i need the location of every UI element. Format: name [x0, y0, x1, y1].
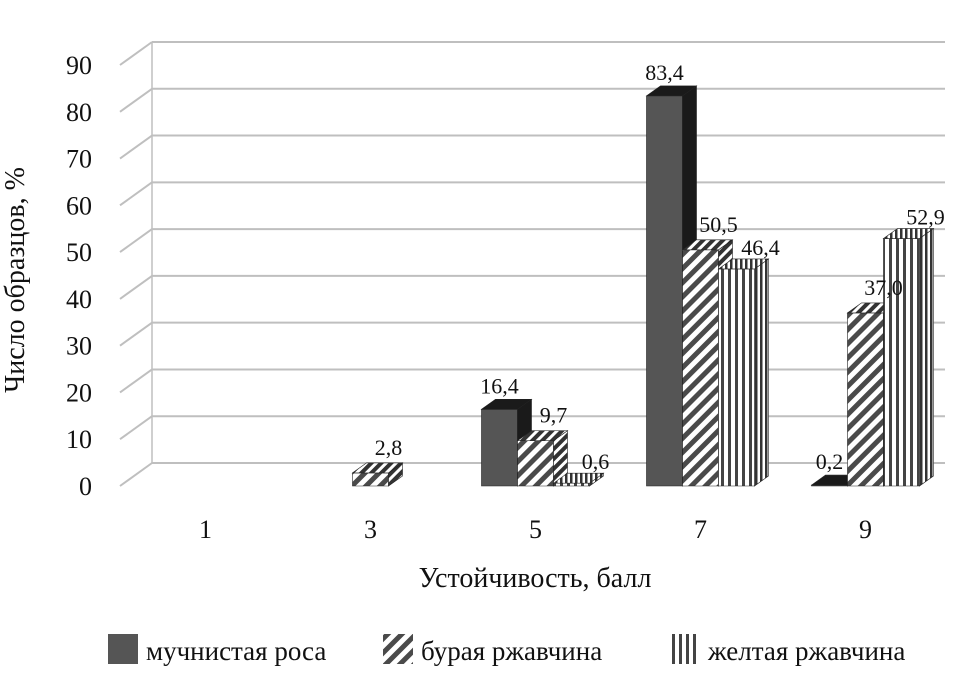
y-tick-label-20: 20 [66, 378, 92, 407]
x-category-label-9: 9 [859, 515, 872, 544]
gridline-0-depth [119, 462, 153, 487]
data-label-бурая-ржавчина-9: 37,0 [864, 275, 903, 300]
x-category-label-1: 1 [199, 515, 212, 544]
data-label-бурая-ржавчина-3: 2,8 [375, 435, 403, 460]
y-tick-label-80: 80 [66, 98, 92, 127]
bar-бурая-ржавчина-5-front [517, 440, 554, 487]
x-axis-categories: 1 3 5 7 9 [199, 515, 872, 544]
y-tick-label-40: 40 [66, 285, 92, 314]
gridline-30-depth [119, 321, 153, 347]
gridline-40-depth [119, 275, 153, 300]
bar-бурая-ржавчина-9-front [847, 312, 884, 487]
bar-желтая-ржавчина-9-top [882, 228, 935, 239]
legend-label-powdery-mildew: мучнистая роса [146, 636, 326, 666]
bar-мучнистая-роса-5-top [480, 398, 533, 410]
y-tick-label-10: 10 [66, 425, 92, 454]
legend-label-brown-rust: бурая ржавчина [421, 636, 602, 666]
x-axis-title: Устойчивость, балл [419, 563, 652, 594]
legend-swatch-brown-rust [383, 634, 413, 664]
bars [351, 85, 935, 487]
bar-мучнистая-роса-5-front [481, 408, 518, 487]
gridline-70-depth [119, 134, 153, 160]
gridline-10-depth [119, 415, 153, 441]
legend-label-yellow-rust: желтая ржавчина [707, 636, 905, 666]
y-tick-label-50: 50 [66, 238, 92, 267]
bar-мучнистая-роса-7-front [646, 95, 683, 487]
data-label-бурая-ржавчина-5: 9,7 [540, 403, 568, 428]
x-category-label-5: 5 [529, 515, 542, 544]
bar-бурая-ржавчина-7-front [682, 249, 719, 487]
bar-желтая-ржавчина-7-front [718, 268, 755, 487]
bar-желтая-ржавчина-5-front [553, 482, 590, 487]
gridline-80-depth [119, 87, 153, 113]
x-category-label-7: 7 [694, 515, 707, 544]
gridlines [119, 41, 945, 487]
bar-бурая-ржавчина-5-top [516, 430, 569, 441]
bar-желтая-ржавчина-9-side [919, 227, 934, 487]
data-label-желтая-ржавчина-5: 0,6 [582, 449, 610, 474]
data-label-мучнистая-роса-5: 16,4 [480, 373, 519, 398]
y-tick-label-30: 30 [66, 332, 92, 361]
legend-swatch-yellow-rust [670, 634, 700, 664]
y-axis-title: Число образцов, % [0, 167, 31, 393]
y-tick-label-60: 60 [66, 191, 92, 220]
data-label-желтая-ржавчина-7: 46,4 [741, 235, 780, 260]
bar-желтая-ржавчина-7-top [717, 258, 770, 270]
y-axis-ticks: 0 10 20 30 40 50 60 70 80 90 [66, 51, 92, 501]
bar-желтая-ржавчина-7-side [754, 258, 769, 487]
gridline-50-depth [119, 228, 153, 253]
bar-бурая-ржавчина-7-top [681, 239, 734, 251]
data-label-мучнистая-роса-7: 83,4 [645, 60, 684, 85]
data-label-желтая-ржавчина-9: 52,9 [906, 205, 945, 230]
x-category-label-3: 3 [364, 515, 377, 544]
bar-желтая-ржавчина-5-top [552, 472, 605, 484]
bar-бурая-ржавчина-3-front [352, 472, 389, 487]
y-tick-label-90: 90 [66, 51, 92, 80]
bar-бурая-ржавчина-3-top [351, 462, 404, 474]
data-labels: 2,8 16,4 9,7 0,6 83,4 50,546,4 0,2 37,0 52,9 [375, 60, 945, 474]
legend-swatch-powdery-mildew [108, 634, 138, 664]
y-tick-label-70: 70 [66, 145, 92, 174]
bar-мучнистая-роса-7-top [645, 85, 698, 97]
y-tick-label-0: 0 [79, 472, 92, 501]
data-label-мучнистая-роса-9: 0,2 [816, 449, 844, 474]
data-label-бурая-ржавчина-7: 50,5 [699, 212, 738, 237]
gridline-60-depth [119, 181, 153, 207]
gridline-90-depth [119, 41, 153, 66]
legend: мучнистая роса бурая ржавчина желтая ржа… [108, 634, 905, 666]
gridline-20-depth [119, 368, 153, 394]
